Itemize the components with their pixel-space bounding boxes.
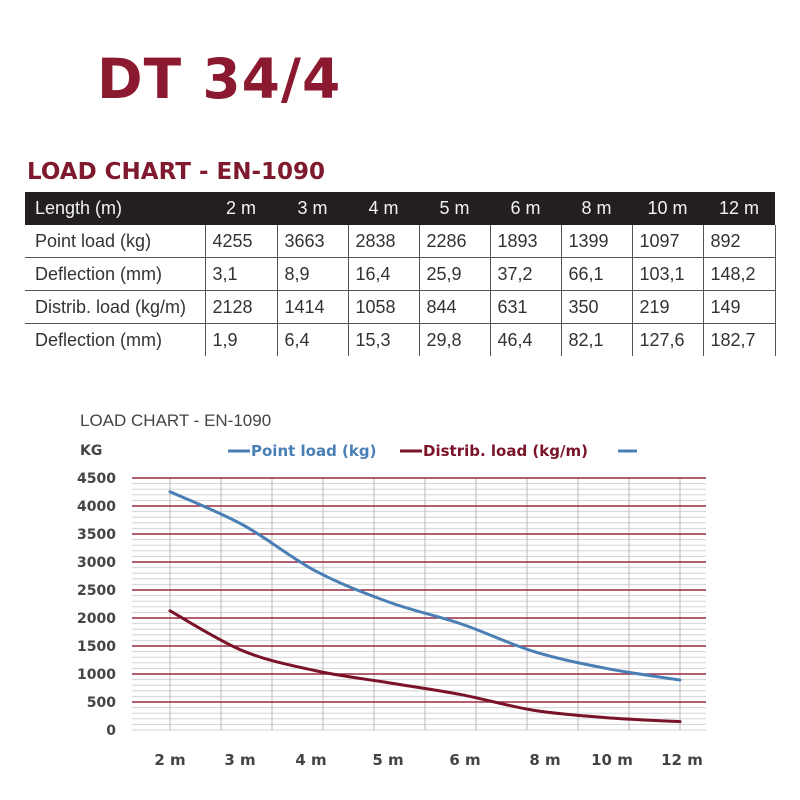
y-tick-label: 4500 xyxy=(77,471,116,487)
column-header: 12 m xyxy=(703,192,775,225)
table-cell: 350 xyxy=(560,290,632,324)
table-header-row: Length (m) 2 m 3 m 4 m 5 m 6 m 8 m 10 m … xyxy=(25,192,775,225)
x-tick-label: 10 m xyxy=(591,751,633,769)
x-tick-label: 8 m xyxy=(529,751,560,769)
y-tick-label: 3500 xyxy=(77,527,116,543)
x-axis: 2 m 3 m 4 m 5 m 6 m 8 m 10 m 12 m xyxy=(154,751,703,769)
chart-grid xyxy=(132,477,706,731)
x-tick-label: 12 m xyxy=(661,751,703,769)
x-tick-label: 6 m xyxy=(449,751,480,769)
load-table: Length (m) 2 m 3 m 4 m 5 m 6 m 8 m 10 m … xyxy=(25,192,776,356)
table-cell: 8,9 xyxy=(276,257,348,291)
y-axis-label: KG xyxy=(80,443,102,459)
column-header: 3 m xyxy=(277,192,348,225)
table-cell: 103,1 xyxy=(631,257,703,291)
product-title: DT 34/4 xyxy=(97,47,342,111)
table-cell: 1,9 xyxy=(204,323,277,356)
table-cell: 148,2 xyxy=(702,257,776,291)
table-cell: 844 xyxy=(418,290,490,324)
table-row: Deflection (mm) 1,9 6,4 15,3 29,8 46,4 8… xyxy=(25,323,776,356)
table-cell: 66,1 xyxy=(560,257,632,291)
table-cell: 631 xyxy=(489,290,561,324)
chart-series xyxy=(168,490,682,724)
legend-item-point-load: Point load (kg) xyxy=(228,442,376,460)
column-header: Length (m) xyxy=(25,192,205,225)
y-axis: 0 500 1000 1500 2000 2500 3000 3500 4000 4500 xyxy=(77,471,116,739)
table-cell: 1414 xyxy=(276,290,348,324)
column-header: 4 m xyxy=(348,192,419,225)
table-row: Distrib. load (kg/m) 2128 1414 1058 844 … xyxy=(25,290,776,324)
column-header: 10 m xyxy=(632,192,703,225)
table-cell: 15,3 xyxy=(347,323,419,356)
table-cell: 1058 xyxy=(347,290,419,324)
point-load-line xyxy=(168,490,682,682)
table-cell: 182,7 xyxy=(702,323,776,356)
table-cell: 2838 xyxy=(347,225,419,258)
column-header: 2 m xyxy=(205,192,277,225)
row-label: Distrib. load (kg/m) xyxy=(25,290,205,324)
y-tick-label: 4000 xyxy=(77,499,116,515)
table-cell: 25,9 xyxy=(418,257,490,291)
table-cell: 219 xyxy=(631,290,703,324)
y-tick-label: 1500 xyxy=(77,639,116,655)
y-tick-label: 2000 xyxy=(77,611,116,627)
x-tick-label: 4 m xyxy=(295,751,326,769)
x-tick-label: 3 m xyxy=(224,751,255,769)
table-cell: 29,8 xyxy=(418,323,490,356)
legend: Point load (kg) Distrib. load (kg/m) xyxy=(228,442,637,460)
table-cell: 16,4 xyxy=(347,257,419,291)
table-cell: 82,1 xyxy=(560,323,632,356)
row-label: Deflection (mm) xyxy=(25,257,205,291)
table-cell: 4255 xyxy=(204,225,277,258)
row-label: Deflection (mm) xyxy=(35,329,163,350)
y-tick-label: 0 xyxy=(106,723,116,739)
y-tick-label: 500 xyxy=(87,695,116,711)
load-chart-heading: LOAD CHART - EN-1090 xyxy=(27,159,326,185)
table-cell: 37,2 xyxy=(489,257,561,291)
table-cell: 892 xyxy=(702,225,776,258)
table-cell: 127,6 xyxy=(631,323,703,356)
legend-label: Point load (kg) xyxy=(251,442,376,460)
x-tick-label: 5 m xyxy=(372,751,403,769)
table-row: Deflection (mm) 3,1 8,9 16,4 25,9 37,2 6… xyxy=(25,257,776,291)
x-tick-label: 2 m xyxy=(154,751,185,769)
table-row: Point load (kg) 4255 3663 2838 2286 1893… xyxy=(25,225,776,258)
y-tick-label: 1000 xyxy=(77,667,116,683)
column-header: 5 m xyxy=(419,192,490,225)
y-tick-label: 3000 xyxy=(77,555,116,571)
y-tick-label: 2500 xyxy=(77,583,116,599)
table-cell: 1893 xyxy=(489,225,561,258)
table-cell: 1097 xyxy=(631,225,703,258)
table-cell: 3663 xyxy=(276,225,348,258)
table-cell: 3,1 xyxy=(204,257,277,291)
table-cell: 6,4 xyxy=(276,323,348,356)
table-cell: 46,4 xyxy=(489,323,561,356)
column-header: 8 m xyxy=(561,192,632,225)
chart-title: LOAD CHART - EN-1090 xyxy=(80,411,272,430)
table-cell: 2128 xyxy=(204,290,277,324)
table-cell: 149 xyxy=(702,290,776,324)
row-label: Point load (kg) xyxy=(25,225,205,258)
column-header: 6 m xyxy=(490,192,561,225)
legend-item-distrib-load: Distrib. load (kg/m) xyxy=(400,442,588,460)
distrib-load-line xyxy=(168,609,682,724)
legend-label: Distrib. load (kg/m) xyxy=(423,442,588,460)
table-cell: 1399 xyxy=(560,225,632,258)
table-cell: 2286 xyxy=(418,225,490,258)
